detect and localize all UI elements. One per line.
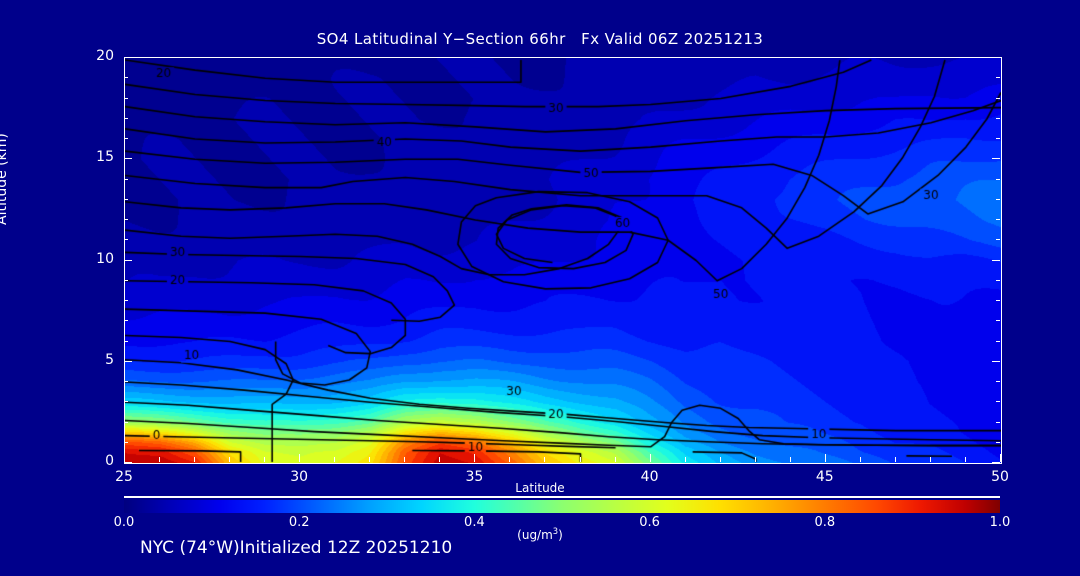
x-minor-tick xyxy=(894,457,896,462)
y-tick xyxy=(124,57,132,58)
x-minor-tick xyxy=(684,457,686,462)
x-tick xyxy=(824,454,826,462)
colorbar-unit-text: (ug/m xyxy=(517,528,553,542)
y-tick xyxy=(124,158,132,160)
x-minor-tick xyxy=(789,457,791,462)
colorbar-tick-label: 0.6 xyxy=(639,515,660,530)
y-tick-right xyxy=(992,57,1000,58)
y-minor-tick xyxy=(124,421,128,423)
y-minor-tick xyxy=(124,320,128,322)
footer-caption: NYC (74°W)Initialized 12Z 20251210 xyxy=(140,538,453,558)
x-tick xyxy=(124,454,125,462)
y-tick-label: 5 xyxy=(105,351,114,368)
y-minor-tick-right xyxy=(996,300,1000,301)
y-minor-tick xyxy=(124,77,128,79)
y-tick-label: 15 xyxy=(96,149,114,166)
y-minor-tick xyxy=(124,117,128,119)
x-minor-tick xyxy=(719,457,721,462)
x-minor-tick xyxy=(264,457,266,462)
y-minor-tick-right xyxy=(996,117,1000,119)
x-minor-tick xyxy=(369,457,371,462)
y-minor-tick xyxy=(124,401,128,403)
x-minor-tick xyxy=(579,457,581,462)
y-minor-tick-right xyxy=(996,421,1000,423)
x-minor-tick xyxy=(544,457,546,462)
y-minor-tick-right xyxy=(996,441,1000,443)
y-tick-label: 10 xyxy=(96,250,114,267)
x-tick-label: 45 xyxy=(815,469,834,485)
y-axis-label: Altitude (km) xyxy=(0,133,10,225)
y-minor-tick-right xyxy=(996,320,1000,322)
y-tick xyxy=(124,259,132,261)
colorbar-tick-label: 0.2 xyxy=(288,515,310,530)
chart-title: SO4 Latitudinal Y−Section 66hr Fx Valid … xyxy=(316,30,764,48)
y-minor-tick-right xyxy=(996,279,1000,281)
colorbar-unit-exponent: 3 xyxy=(552,526,559,536)
x-tick xyxy=(1000,454,1001,462)
y-tick-right xyxy=(992,462,1000,463)
colorbar-tick-label: 1.0 xyxy=(989,515,1011,530)
y-minor-tick-right xyxy=(996,219,1000,220)
x-minor-tick xyxy=(334,457,336,462)
contour-layer xyxy=(125,58,1001,463)
x-tick xyxy=(649,454,651,462)
x-minor-tick xyxy=(229,457,231,462)
x-minor-tick xyxy=(614,457,616,462)
y-minor-tick-right xyxy=(996,198,1000,200)
x-minor-tick xyxy=(159,457,161,462)
colorbar-tick-label: 0.4 xyxy=(464,515,485,530)
y-minor-tick xyxy=(124,340,128,342)
y-tick-right xyxy=(992,158,1000,160)
colorbar-unit-tail: ) xyxy=(558,528,563,542)
x-tick-label: 35 xyxy=(465,469,484,485)
colorbar-unit-label: (ug/m3) xyxy=(0,526,1080,542)
x-tick-label: 40 xyxy=(640,469,659,485)
y-minor-tick xyxy=(124,441,128,443)
y-minor-tick-right xyxy=(996,401,1000,403)
x-tick xyxy=(474,454,476,462)
y-minor-tick xyxy=(124,178,128,180)
x-tick-label: 25 xyxy=(115,469,133,485)
y-minor-tick xyxy=(124,300,128,301)
y-minor-tick-right xyxy=(996,178,1000,180)
y-minor-tick xyxy=(124,279,128,281)
colorbar-top-rule xyxy=(124,496,1000,498)
y-minor-tick xyxy=(124,138,128,139)
y-minor-tick-right xyxy=(996,381,1000,382)
y-tick-right xyxy=(992,259,1000,261)
y-minor-tick xyxy=(124,97,128,99)
x-axis-label: Latitude xyxy=(515,481,565,495)
x-minor-tick xyxy=(404,457,406,462)
y-minor-tick xyxy=(124,381,128,382)
x-minor-tick xyxy=(509,457,511,462)
y-minor-tick xyxy=(124,239,128,241)
y-minor-tick xyxy=(124,219,128,220)
y-minor-tick-right xyxy=(996,239,1000,241)
y-minor-tick-right xyxy=(996,97,1000,99)
x-tick-label: 50 xyxy=(991,469,1009,485)
y-minor-tick-right xyxy=(996,77,1000,79)
x-minor-tick xyxy=(929,457,931,462)
y-tick xyxy=(124,462,132,463)
y-tick-label: 20 xyxy=(96,48,114,64)
x-tick xyxy=(299,454,301,462)
colorbar-tick-label: 0.0 xyxy=(113,515,135,530)
x-minor-tick xyxy=(194,457,196,462)
colorbar xyxy=(124,500,1000,513)
y-tick-label: 0 xyxy=(105,453,114,469)
y-minor-tick-right xyxy=(996,138,1000,139)
y-tick-right xyxy=(992,360,1000,362)
y-minor-tick xyxy=(124,198,128,200)
x-minor-tick xyxy=(859,457,861,462)
plot-area xyxy=(124,57,1002,464)
colorbar-tick-label: 0.8 xyxy=(814,515,836,530)
x-minor-tick xyxy=(964,457,966,462)
x-minor-tick xyxy=(439,457,441,462)
y-tick xyxy=(124,360,132,362)
x-minor-tick xyxy=(754,457,756,462)
x-tick-label: 30 xyxy=(290,469,309,485)
y-minor-tick-right xyxy=(996,340,1000,342)
